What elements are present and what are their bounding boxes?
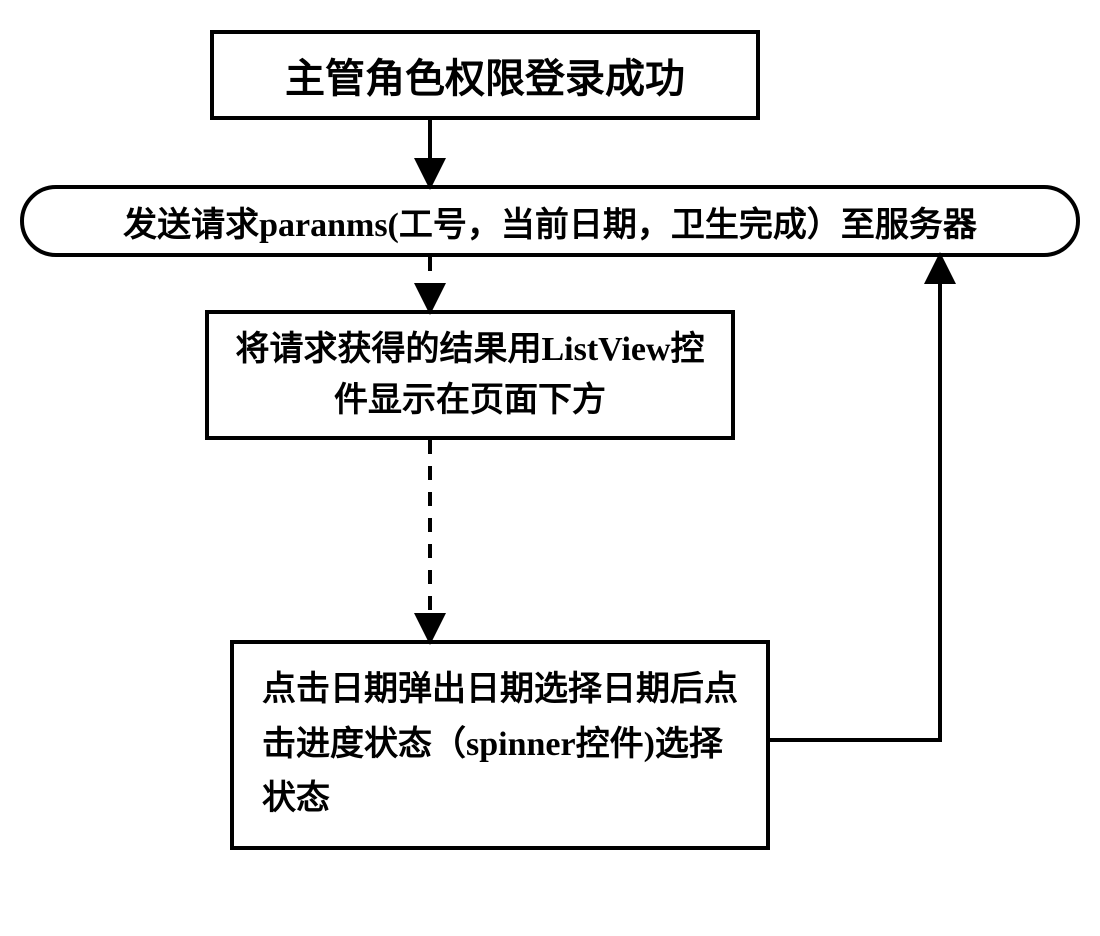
flow-node-login-success: 主管角色权限登录成功: [210, 30, 760, 120]
edge-n4-n2: [770, 260, 940, 740]
node-text: 主管角色权限登录成功: [285, 46, 685, 104]
node-text: 将请求获得的结果用ListView控件显示在页面下方: [227, 324, 713, 426]
node-text: 点击日期弹出日期选择日期后点击进度状态（spinner控件)选择状态: [262, 663, 738, 826]
flow-node-send-request: 发送请求paranms(工号，当前日期，卫生完成）至服务器: [20, 185, 1080, 257]
flow-node-date-spinner: 点击日期弹出日期选择日期后点击进度状态（spinner控件)选择状态: [230, 640, 770, 850]
flow-node-listview-display: 将请求获得的结果用ListView控件显示在页面下方: [205, 310, 735, 440]
node-text: 发送请求paranms(工号，当前日期，卫生完成）至服务器: [123, 197, 977, 246]
